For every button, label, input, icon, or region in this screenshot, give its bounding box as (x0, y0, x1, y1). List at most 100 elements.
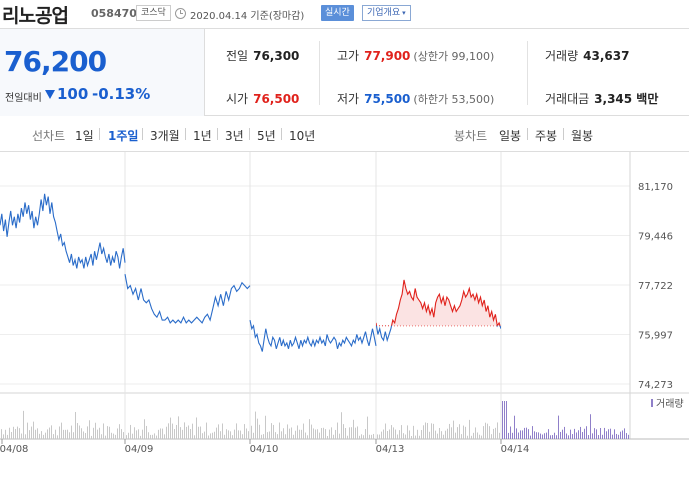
current-price-box: 76,200 전일대비 100 -0.13% (0, 29, 205, 116)
volume-bar (323, 427, 324, 439)
x-tick-label: 04/09 (125, 444, 154, 455)
volume-bar (359, 435, 360, 439)
volume-bar (37, 428, 38, 439)
tab-1w[interactable]: 1주일 (108, 129, 139, 143)
volume-bar (27, 422, 28, 439)
volume-bar (493, 428, 494, 439)
volume-bar (554, 432, 555, 439)
volume-bar (427, 422, 428, 439)
volume-bar (487, 423, 488, 439)
volume-bar (584, 428, 585, 439)
volume-bar (21, 433, 22, 439)
volume-bar (616, 433, 617, 439)
volume-bar (536, 432, 537, 439)
change-amount: 100 (57, 85, 89, 103)
volume-bar (186, 426, 187, 439)
volume-bar (238, 430, 239, 439)
volume-bar (168, 423, 169, 439)
volume-bar (164, 434, 165, 439)
volume-bar (277, 434, 278, 439)
volume-bar (471, 435, 472, 439)
volume-bar (576, 432, 577, 439)
volume-bar (499, 432, 500, 439)
price-summary: 76,200 전일대비 100 -0.13% 전일 76,300 시가 76,500… (0, 28, 689, 116)
volume-bar (160, 428, 161, 439)
tab-weekly[interactable]: 주봉 (535, 129, 558, 143)
tab-separator (217, 128, 218, 140)
volume-bar (327, 435, 328, 439)
volume-bar (532, 426, 533, 439)
volume-bar (399, 430, 400, 439)
volume-bar (154, 433, 155, 439)
volume-bar (379, 434, 380, 439)
volume-bar (435, 430, 436, 439)
change-label: 전일대비 (5, 93, 42, 104)
y-tick-label: 81,170 (638, 182, 673, 193)
volume-bar (475, 427, 476, 439)
price-chart[interactable]: 81,170 79,446 77,722 75,997 74,273 04/08 04/09… (0, 152, 689, 483)
tab-5y[interactable]: 5년 (257, 129, 276, 143)
tab-3m[interactable]: 3개월 (150, 129, 180, 143)
volume-bar (443, 434, 444, 439)
stat-value: 3,345 백만 (594, 92, 659, 106)
volume-bar (602, 434, 603, 439)
volume-bar (246, 428, 247, 439)
volume-bar (71, 425, 72, 439)
tab-3y[interactable]: 3년 (225, 129, 244, 143)
stat-label: 거래대금 (545, 92, 590, 106)
volume-bar (395, 429, 396, 439)
volume-bar (534, 431, 535, 439)
volume-bar (170, 417, 171, 439)
stat-sub: (하한가 53,500) (413, 93, 495, 106)
volume-bar (572, 434, 573, 439)
volume-bar (128, 432, 129, 439)
tab-1d[interactable]: 1일 (75, 129, 94, 143)
tab-10y[interactable]: 10년 (289, 129, 316, 143)
tab-monthly[interactable]: 월봉 (571, 129, 594, 143)
volume-bar (121, 429, 122, 439)
volume-bar (69, 432, 70, 439)
volume-bar (132, 433, 133, 439)
volume-bar (67, 429, 68, 439)
volume-bar (590, 414, 591, 439)
realtime-button[interactable]: 실시간 (321, 5, 354, 21)
volume-bar (59, 426, 60, 439)
y-tick-label: 75,997 (638, 331, 673, 342)
volume-bar (75, 411, 76, 439)
volume-bar (95, 422, 96, 439)
volume-bar (49, 427, 50, 439)
volume-bar (57, 435, 58, 439)
price-line (249, 319, 377, 352)
volume-bar (41, 431, 42, 439)
volume-bar (431, 423, 432, 439)
volume-bar (11, 432, 12, 439)
volume-bar (279, 422, 280, 439)
volume-bar (351, 427, 352, 439)
volume-bar (83, 431, 84, 439)
price-line (124, 273, 251, 324)
company-info-dropdown[interactable]: 기업개요 ▾ (362, 5, 411, 21)
tab-daily[interactable]: 일봉 (499, 129, 522, 143)
tab-1y[interactable]: 1년 (193, 129, 212, 143)
volume-bar (234, 429, 235, 439)
volume-bar (479, 434, 480, 439)
volume-bar (423, 425, 424, 439)
volume-bar (596, 429, 597, 439)
volume-bar (574, 428, 575, 439)
volume-bar (558, 415, 559, 439)
volume-bar (606, 431, 607, 439)
volume-bar (19, 428, 20, 439)
volume-bar (232, 435, 233, 439)
volume-bar (192, 423, 193, 439)
volume-bar (188, 425, 189, 439)
volume-bar (198, 426, 199, 439)
volume-bar (347, 435, 348, 439)
volume-bar (522, 430, 523, 439)
volume-bar (230, 431, 231, 439)
volume-bar (586, 426, 587, 439)
volume-bar (91, 435, 92, 439)
volume-bar (77, 423, 78, 439)
volume-bar (495, 427, 496, 439)
volume-bar (405, 434, 406, 439)
volume-bar (162, 428, 163, 439)
